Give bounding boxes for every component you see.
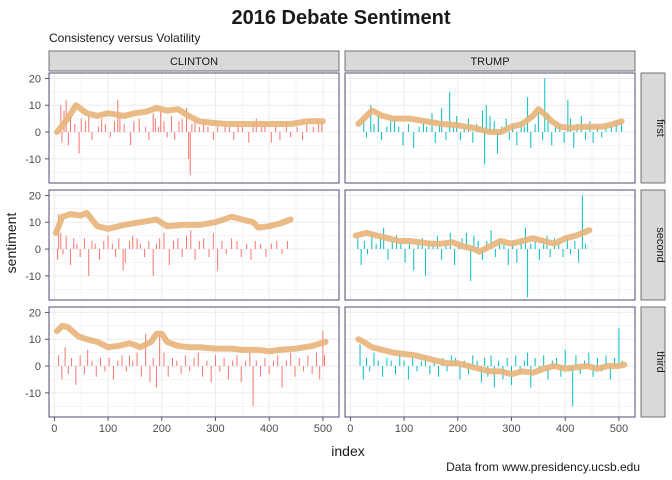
x-tick-label: 300 bbox=[206, 423, 224, 435]
panel-background bbox=[49, 190, 339, 300]
y-tick-label: 20 bbox=[29, 307, 41, 319]
x-tick-label: 100 bbox=[395, 423, 413, 435]
panel-border bbox=[344, 72, 636, 184]
y-tick-label: 10 bbox=[29, 334, 41, 346]
smoothed-trend-line bbox=[53, 209, 294, 236]
x-tick-label: 500 bbox=[314, 423, 332, 435]
facet-strip-label-third: third bbox=[654, 351, 666, 372]
x-tick-label: 0 bbox=[347, 423, 353, 435]
y-axis-title: sentiment bbox=[3, 213, 19, 274]
facet-strip-label-second: second bbox=[654, 227, 666, 262]
panel-border bbox=[48, 72, 340, 184]
panel-border bbox=[48, 189, 340, 301]
smoothed-trend-line bbox=[355, 336, 628, 378]
chart-caption: Data from www.presidency.ucsb.edu bbox=[446, 460, 640, 474]
y-tick-label: 10 bbox=[29, 100, 41, 112]
panel-background bbox=[345, 307, 635, 417]
y-tick-label: 0 bbox=[35, 244, 41, 256]
y-tick-label: -10 bbox=[25, 154, 41, 166]
smoothed-trend-line bbox=[355, 106, 625, 135]
x-tick-label: 300 bbox=[502, 423, 520, 435]
y-tick-label: 10 bbox=[29, 217, 41, 229]
smoothed-trend-line bbox=[352, 227, 593, 255]
facet-strip-first bbox=[640, 72, 666, 184]
y-tick-label: 0 bbox=[35, 127, 41, 139]
facet-strip-second bbox=[640, 189, 666, 301]
x-tick-label: 0 bbox=[51, 423, 57, 435]
panel-clinton-third bbox=[48, 306, 340, 418]
panel-trump-third bbox=[344, 306, 636, 418]
facet-strip-trump bbox=[344, 50, 636, 72]
y-tick-label: 20 bbox=[29, 73, 41, 85]
panel-border bbox=[344, 306, 636, 418]
smoothed-trend-line bbox=[54, 322, 329, 355]
panel-trump-second bbox=[344, 189, 636, 301]
facet-strip-clinton bbox=[48, 50, 340, 72]
panel-border bbox=[48, 306, 340, 418]
x-tick-label: 500 bbox=[610, 423, 628, 435]
chart-subtitle: Consistency versus Volatility bbox=[49, 31, 200, 45]
facet-strip-label-clinton: CLINTON bbox=[170, 56, 218, 68]
x-tick-label: 100 bbox=[99, 423, 117, 435]
y-tick-label: 20 bbox=[29, 190, 41, 202]
y-tick-label: -10 bbox=[25, 388, 41, 400]
smoothed-trend-line bbox=[54, 102, 326, 135]
y-tick-label: -10 bbox=[25, 271, 41, 283]
facet-strip-label-trump: TRUMP bbox=[470, 56, 509, 68]
facet-panels: CLINTON TRUMP first second third -10 0 10 20 -10 0… bbox=[25, 50, 666, 435]
panel-clinton-second bbox=[48, 189, 340, 301]
facet-strip-label-first: first bbox=[654, 119, 666, 137]
panel-border bbox=[344, 189, 636, 301]
panel-clinton-first bbox=[48, 72, 340, 184]
x-tick-label: 400 bbox=[556, 423, 574, 435]
x-axis-title: index bbox=[331, 443, 364, 459]
facet-strip-third bbox=[640, 306, 666, 418]
x-tick-label: 400 bbox=[260, 423, 278, 435]
panel-trump-first bbox=[344, 72, 636, 184]
x-tick-label: 200 bbox=[449, 423, 467, 435]
y-tick-label: 0 bbox=[35, 361, 41, 373]
x-tick-label: 200 bbox=[153, 423, 171, 435]
chart-title: 2016 Debate Sentiment bbox=[232, 7, 451, 29]
panel-background bbox=[49, 73, 339, 183]
